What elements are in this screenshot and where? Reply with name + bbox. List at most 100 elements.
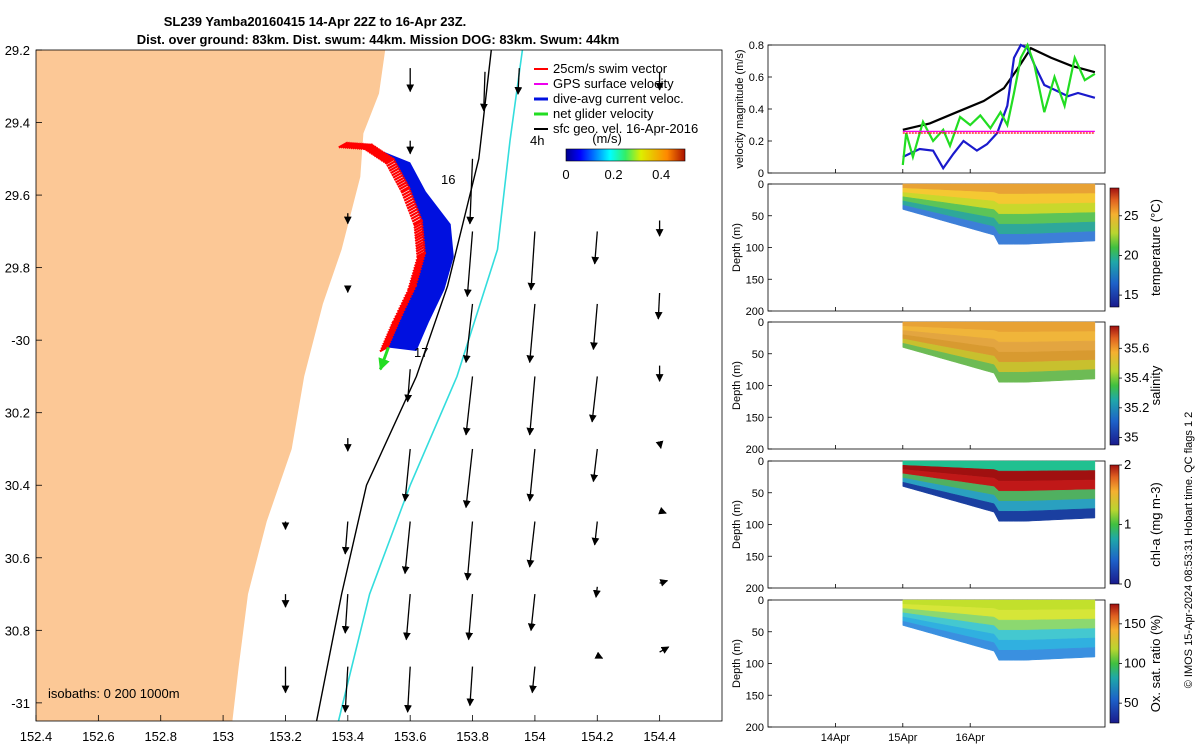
- swim-vector: [405, 199, 416, 207]
- swim-vector: [363, 143, 374, 151]
- section-ytick-label: 50: [752, 211, 764, 223]
- swim-vector: [402, 192, 413, 199]
- swim-vector: [405, 287, 416, 295]
- map-xtick-label: 152.6: [82, 729, 115, 744]
- swim-vector: [406, 284, 417, 292]
- swim-vector: [396, 305, 407, 313]
- annotation-16: 16: [441, 172, 455, 187]
- geo-vector-8: [527, 231, 536, 291]
- map-xtick-label: 153: [212, 729, 234, 744]
- section-colorbar-label: salinity: [1148, 365, 1163, 405]
- map-xtick-label: 153.2: [269, 729, 302, 744]
- section-colorbar-label: chl-a (mg m-3): [1148, 482, 1163, 567]
- geo-vector-19: [526, 376, 536, 436]
- section-fill-band: [902, 481, 1096, 522]
- colorbar-tick-label: 35.6: [1124, 340, 1149, 355]
- credit-line: © IMOS 15-Apr-2024 08:53:31 Hobart time.…: [1178, 360, 1198, 745]
- swim-vector: [412, 265, 423, 273]
- map-xtick-label: 152.4: [20, 729, 53, 744]
- geo-vector-47: [594, 651, 604, 659]
- swim-vector: [411, 215, 422, 223]
- glider-track-map: 152.4 152.6 152.8 153 153.2 153.4 153.6 153.8 15…: [5, 43, 723, 744]
- legend-entry-current: dive-avg current veloc.: [553, 91, 684, 106]
- colorbar-tick-label: 2: [1124, 457, 1131, 472]
- section-ytick-label: 100: [746, 520, 764, 532]
- glider-track: [338, 141, 454, 371]
- velocity-series: [901, 42, 1096, 171]
- swim-vector: [373, 150, 384, 158]
- swim-vector: [382, 338, 393, 346]
- map-xtick-label: 153.8: [456, 729, 489, 744]
- swim-vector: [404, 197, 415, 205]
- section-ytick-label: 50: [752, 349, 764, 361]
- swim-vector: [409, 275, 420, 283]
- swim-vector: [407, 280, 419, 288]
- swim-vector: [414, 237, 425, 245]
- swim-vector: [413, 224, 424, 232]
- swim-vector: [401, 189, 412, 197]
- section-ytick-label: 50: [752, 488, 764, 500]
- swim-vector: [410, 212, 421, 220]
- land-mass: [36, 50, 386, 721]
- colorbar-tick-label: 0.4: [652, 167, 670, 182]
- swim-vector: [413, 262, 424, 270]
- geo-vector-1: [480, 71, 488, 112]
- velocity-ticks: 0 0.2 0.4 0.6 0.8: [749, 40, 772, 180]
- velocity-axes: [767, 44, 1106, 174]
- swim-vector: [415, 248, 426, 256]
- map-ytick-label: 30.4: [5, 478, 30, 493]
- geo-vector-5: [466, 158, 475, 225]
- swim-vector: [403, 292, 414, 300]
- time-tick-label: 16Apr: [956, 732, 986, 744]
- map-ytick-label: 29.2: [5, 43, 30, 58]
- swim-vector: [407, 205, 418, 213]
- swim-vector: [395, 176, 406, 184]
- isobath-label: isobaths: 0 200 1000m: [48, 686, 180, 701]
- speed-colorbar: [565, 148, 686, 162]
- swim-vector: [416, 252, 427, 260]
- swim-vector: [386, 329, 397, 336]
- geo-vector-9: [591, 231, 600, 265]
- speed-colorbar-ticks: 0 0.2 0.4: [562, 167, 670, 182]
- time-tick-label: 14Apr: [821, 732, 851, 744]
- section-ytick-label: 150: [746, 274, 764, 286]
- swim-vector: [388, 324, 399, 332]
- swim-vector: [413, 222, 424, 230]
- geo-vector-2: [514, 68, 523, 95]
- geo-vector-15: [590, 303, 598, 351]
- section-ylabel: Depth (m): [731, 639, 743, 688]
- map-frame: [35, 49, 723, 722]
- section-fill-band: [902, 620, 1096, 661]
- map-ytick-label: 29.6: [5, 188, 30, 203]
- geo-vector-26: [590, 448, 599, 483]
- colorbar-tick-label: 150: [1124, 616, 1146, 631]
- geo-vector-43: [341, 666, 350, 713]
- isobath-1000m: [337, 49, 524, 722]
- section-ytick-label: 200: [746, 306, 764, 318]
- colorbar-tick-label: 50: [1124, 695, 1138, 710]
- swim-vector: [354, 142, 365, 150]
- geo-vector-33: [591, 521, 600, 546]
- colorbar-tick-label: 20: [1124, 247, 1138, 262]
- geo-vector-27: [655, 440, 664, 449]
- swim-vector: [385, 331, 396, 339]
- swim-vector: [371, 149, 383, 157]
- section-temperature: 0 50 100 150 200 Depth (m) 15 20 25 temperature (…: [731, 179, 1163, 318]
- swim-vector: [413, 219, 424, 227]
- annotation-4h: 4h: [530, 133, 544, 148]
- section-ytick-label: 200: [746, 444, 764, 456]
- credit-text: © IMOS 15-Apr-2024 08:53:31 Hobart time.…: [1183, 412, 1195, 689]
- colorbar-tick-label: 1: [1124, 517, 1131, 532]
- title-line-1: SL239 Yamba20160415 14-Apr 22Z to 16-Apr…: [164, 14, 467, 29]
- colorbar-tick-label: 25: [1124, 208, 1138, 223]
- swim-vector: [396, 178, 407, 186]
- swim-vector: [382, 156, 393, 164]
- colorbar-tick-label: 35.2: [1124, 400, 1149, 415]
- swim-vector: [381, 340, 392, 348]
- geo-vector-36: [341, 594, 350, 634]
- section-ytick-label: 100: [746, 243, 764, 255]
- section-ytick-label: 150: [746, 412, 764, 424]
- swim-vector: [414, 235, 425, 243]
- map-xtick-label: 152.8: [144, 729, 177, 744]
